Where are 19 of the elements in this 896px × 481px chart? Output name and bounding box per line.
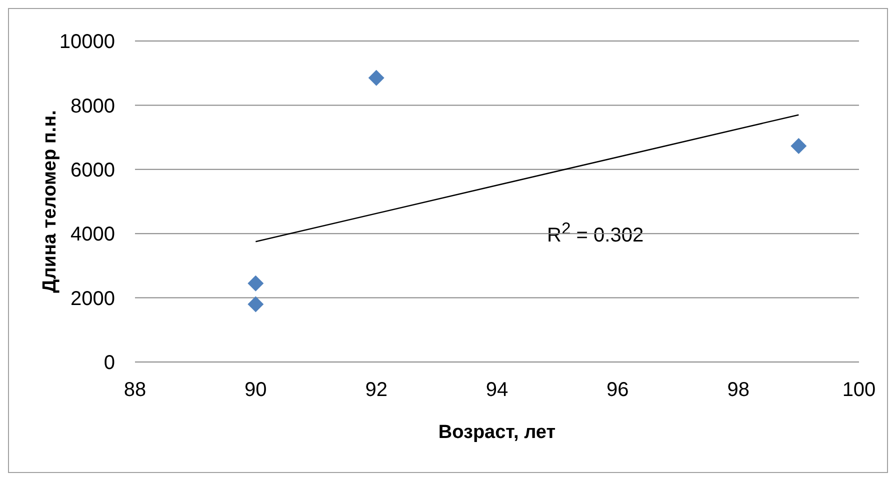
x-axis-title: Возраст, лет bbox=[438, 422, 556, 443]
x-tick-label: 90 bbox=[244, 379, 267, 402]
y-tick-label: 10000 bbox=[59, 31, 115, 54]
y-axis-title: Длина теломер п.н. bbox=[40, 110, 61, 293]
x-tick-label: 100 bbox=[842, 379, 876, 402]
point bbox=[368, 70, 384, 86]
y-tick-label: 8000 bbox=[70, 95, 115, 118]
x-tick-label: 88 bbox=[124, 379, 146, 402]
x-tick-label: 92 bbox=[365, 379, 388, 402]
x-tick-label: 96 bbox=[606, 379, 629, 402]
point bbox=[248, 275, 264, 292]
y-tick-label: 4000 bbox=[70, 224, 115, 246]
y-tick-label: 0 bbox=[104, 352, 115, 374]
point bbox=[248, 296, 264, 312]
y-tick-label: 6000 bbox=[70, 160, 115, 182]
x-tick-label: 98 bbox=[727, 379, 750, 402]
x-tick-label: 94 bbox=[486, 379, 508, 402]
point bbox=[790, 138, 807, 154]
y-tick-label: 2000 bbox=[70, 288, 115, 310]
